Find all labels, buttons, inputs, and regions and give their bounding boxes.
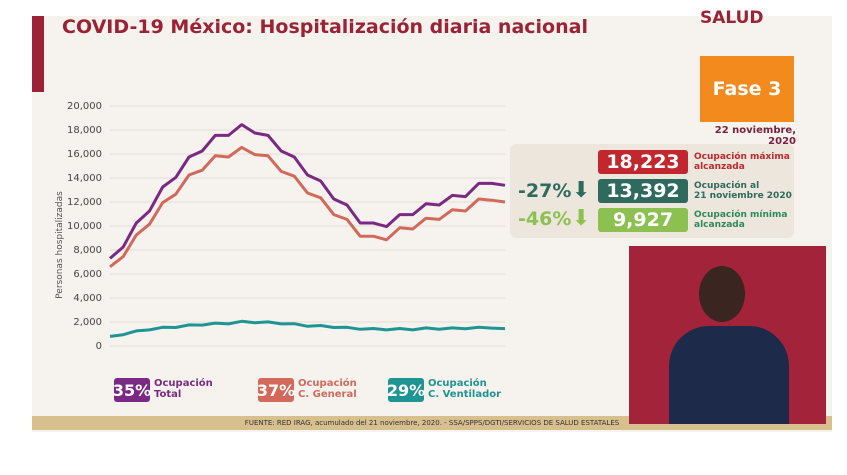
max-value: 18,223: [598, 150, 688, 174]
date-label: 22 noviembre, 2020: [714, 125, 796, 147]
arrow-down-icon: ⬇: [572, 178, 591, 203]
legend-total: 35% Ocupación Total: [113, 378, 250, 402]
y-tick-label: 4,000: [73, 293, 102, 304]
y-tick-label: 2,000: [73, 317, 102, 328]
y-tick-label: 16,000: [67, 149, 102, 160]
max-label: Ocupación máxima: [694, 152, 790, 162]
series-line-1: [109, 145, 506, 268]
series-line-2: [109, 319, 506, 338]
current-pct: -27%: [518, 180, 572, 202]
min-pct: -46%: [518, 208, 572, 230]
max-label-2: alcanzada: [694, 162, 745, 172]
legend-pct: 37%: [257, 378, 295, 402]
interpreter-head: [699, 266, 745, 322]
legend-pct: 29%: [387, 378, 425, 402]
sign-language-interpreter-video: [629, 246, 826, 424]
page-title: COVID-19 México: Hospitalización diaria …: [62, 16, 588, 38]
legend: 35% Ocupación Total 37% Ocupación C. General…: [113, 378, 502, 402]
y-tick-label: 0: [96, 341, 102, 352]
legend-label: Ocupación: [154, 378, 213, 389]
salud-logo: SALUD: [700, 8, 764, 28]
arrow-down-icon: ⬇: [572, 206, 591, 231]
legend-label: Ocupación: [298, 378, 357, 389]
y-tick-label: 14,000: [67, 173, 102, 184]
legend-label-2: C. General: [298, 389, 357, 400]
series-line-0: [109, 123, 506, 260]
legend-general: 37% Ocupación C. General: [257, 378, 380, 402]
legend-label-2: C. Ventilador: [428, 389, 502, 400]
y-tick-label: 6,000: [73, 269, 102, 280]
legend-label: Ocupación: [428, 378, 487, 389]
hospitalization-chart: 0 2,000 4,000 6,000 8,000 10,000 12,000 14,000 1…: [55, 101, 506, 352]
y-axis-label: Personas hospitalizadas: [55, 191, 65, 299]
y-tick-label: 20,000: [67, 101, 102, 112]
min-label: Ocupación mínima: [694, 210, 788, 220]
current-value: 13,392: [598, 179, 688, 203]
current-label-2: 21 noviembre 2020: [694, 191, 792, 201]
legend-ventilador: 29% Ocupación C. Ventilador: [387, 378, 502, 402]
legend-label-2: Total: [154, 389, 182, 400]
current-label: Ocupación al: [694, 181, 760, 191]
y-tick-label: 12,000: [67, 197, 102, 208]
y-tick-label: 8,000: [73, 245, 102, 256]
min-label-2: alcanzada: [694, 220, 745, 230]
stats-panel: 18,223 Ocupación máxima alcanzada -27% ⬇ …: [510, 144, 794, 238]
min-value: 9,927: [598, 208, 688, 232]
accent-bar: [32, 16, 44, 92]
y-tick-label: 18,000: [67, 125, 102, 136]
y-tick-label: 10,000: [67, 221, 102, 232]
legend-pct: 35%: [113, 378, 151, 402]
fase-badge: Fase 3: [700, 56, 794, 122]
interpreter-body: [669, 326, 789, 424]
